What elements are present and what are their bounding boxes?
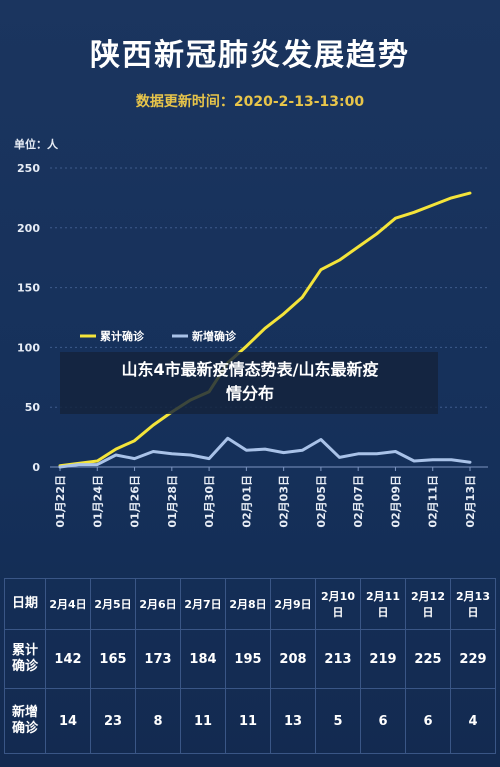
table-cell-new: 23	[90, 688, 136, 754]
table-cell-cumulative: 165	[90, 629, 136, 689]
x-tick-label: 02月01日	[240, 475, 253, 528]
table-cell-date: 2月7日	[180, 578, 226, 630]
caption-line-1: 山东4市最新疫情态势表/山东最新疫	[121, 360, 379, 379]
table-row-dates: 日期 2月4日 2月5日 2月6日 2月7日 2月8日 2月9日 2月10日 2月11日 2月1…	[4, 578, 496, 630]
table-cell-date: 2月9日	[270, 578, 316, 630]
x-tick-label: 01月28日	[166, 475, 179, 528]
table-cell-cumulative: 225	[405, 629, 451, 689]
table-cell-date: 2月10日	[315, 578, 361, 630]
table-cell-new: 6	[360, 688, 406, 754]
table-cell-new: 4	[450, 688, 496, 754]
update-time: 数据更新时间：2020-2-13-13:00	[135, 94, 365, 110]
row-header-new-label: 新增确诊	[11, 705, 38, 736]
legend-label: 新增确诊	[192, 329, 237, 343]
series-line-new	[58, 436, 472, 469]
table-row-new: 新增确诊 14 23 8 11 11 13 5 6 6 4	[4, 688, 496, 754]
x-tick-label: 02月09日	[389, 475, 402, 528]
row-header-cumulative: 累计确诊	[4, 629, 46, 689]
data-table: 日期 2月4日 2月5日 2月6日 2月7日 2月8日 2月9日 2月10日 2月11日 2月1…	[4, 578, 496, 754]
table-cell-new: 13	[270, 688, 316, 754]
x-tick-label: 01月30日	[203, 475, 216, 528]
row-header-date: 日期	[4, 578, 46, 630]
series-line-cumulative	[58, 191, 472, 468]
y-tick-label: 150	[17, 282, 40, 295]
x-tick-label: 01月24日	[91, 475, 104, 528]
table-cell-new: 6	[405, 688, 451, 754]
table-cell-date: 2月6日	[135, 578, 181, 630]
table-cell-new: 11	[180, 688, 226, 754]
x-tick-label: 02月07日	[352, 475, 365, 528]
x-tick-label: 02月03日	[278, 475, 291, 528]
legend-label: 累计确诊	[100, 329, 145, 343]
x-tick-label: 02月11日	[427, 475, 440, 528]
row-header-new: 新增确诊	[4, 688, 46, 754]
table-cell-new: 8	[135, 688, 181, 754]
x-tick-label: 01月22日	[54, 475, 67, 528]
table-cell-cumulative: 219	[360, 629, 406, 689]
table-cell-cumulative: 208	[270, 629, 316, 689]
page-title: 陕西新冠肺炎发展趋势	[90, 38, 410, 73]
x-tick-label: 02月13日	[464, 475, 477, 528]
unit-label: 单位：人	[14, 138, 58, 151]
y-tick-label: 0	[32, 461, 40, 474]
table-row-cumulative: 累计确诊 142 165 173 184 195 208 213 219 225 229	[4, 629, 496, 689]
table-cell-cumulative: 142	[45, 629, 91, 689]
table-cell-date: 2月8日	[225, 578, 271, 630]
table-cell-date: 2月13日	[450, 578, 496, 630]
table-cell-cumulative: 184	[180, 629, 226, 689]
x-tick-label: 02月05日	[315, 475, 328, 528]
y-tick-label: 50	[25, 401, 41, 414]
table-cell-new: 14	[45, 688, 91, 754]
caption-line-2: 情分布	[225, 384, 274, 403]
y-tick-label: 100	[17, 341, 40, 354]
table-cell-cumulative: 213	[315, 629, 361, 689]
caption-overlay	[60, 352, 438, 414]
x-tick-label: 01月26日	[129, 475, 142, 528]
table-cell-new: 5	[315, 688, 361, 754]
table-cell-new: 11	[225, 688, 271, 754]
caption-text: 山东4市最新疫情态势表/山东最新疫 情分布	[70, 358, 430, 406]
y-tick-label: 250	[17, 162, 40, 175]
y-tick-label: 200	[17, 222, 40, 235]
table-cell-date: 2月12日	[405, 578, 451, 630]
table-cell-cumulative: 173	[135, 629, 181, 689]
row-header-cumulative-label: 累计确诊	[11, 643, 38, 674]
table-cell-cumulative: 229	[450, 629, 496, 689]
table-cell-cumulative: 195	[225, 629, 271, 689]
table-cell-date: 2月4日	[45, 578, 91, 630]
trend-chart: 0 50 100 150 200 250 01月22日 01月24日 01月26日 01月28日 0…	[17, 162, 488, 528]
table-cell-date: 2月11日	[360, 578, 406, 630]
table-cell-date: 2月5日	[90, 578, 136, 630]
